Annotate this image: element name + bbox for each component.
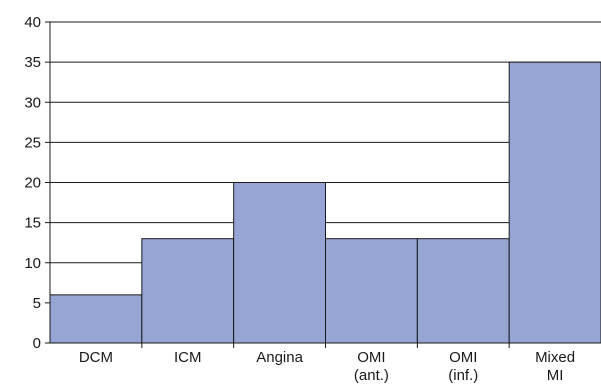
y-tick-label: 15 bbox=[24, 215, 41, 232]
axes bbox=[45, 21, 601, 348]
y-tick-label: 5 bbox=[33, 295, 41, 312]
x-category-label: OMI bbox=[357, 349, 385, 366]
bar bbox=[141, 238, 235, 344]
x-category-label: OMI bbox=[449, 349, 477, 366]
bar bbox=[325, 238, 418, 344]
bar bbox=[416, 238, 510, 344]
x-category-label: DCM bbox=[79, 349, 113, 366]
y-tick-label: 35 bbox=[24, 54, 41, 71]
y-tick-label: 25 bbox=[24, 134, 41, 151]
bars bbox=[49, 61, 601, 344]
y-tick-label: 30 bbox=[24, 94, 41, 111]
x-category-label: (ant.) bbox=[354, 367, 389, 384]
bar bbox=[233, 182, 327, 344]
y-tick-label: 0 bbox=[33, 335, 41, 352]
y-tick-label: 20 bbox=[24, 175, 41, 192]
y-tick-label: 40 bbox=[24, 14, 41, 31]
y-tick-label: 10 bbox=[24, 255, 41, 272]
y-axis-tick-labels: 0 5 10 15 20 25 30 35 40 bbox=[24, 14, 41, 352]
x-category-label: Mixed bbox=[535, 349, 575, 366]
x-category-label: MI bbox=[547, 367, 564, 384]
x-category-label: ICM bbox=[174, 349, 202, 366]
x-category-label: (inf.) bbox=[448, 367, 478, 384]
x-category-label: Angina bbox=[256, 349, 303, 366]
bar bbox=[49, 294, 143, 344]
bar bbox=[508, 61, 601, 344]
